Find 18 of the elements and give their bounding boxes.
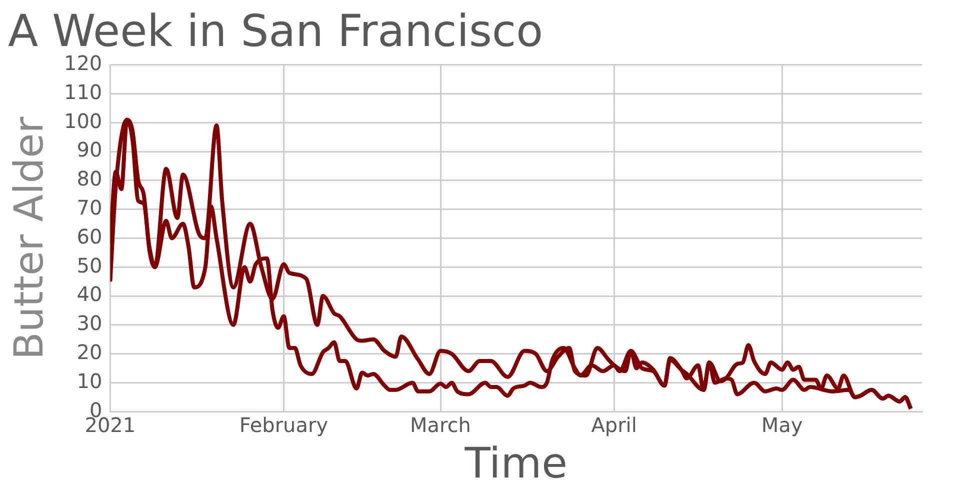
y-tick-label: 30: [76, 311, 102, 336]
y-axis-title: Butter Alder: [6, 116, 52, 360]
y-tick-label: 60: [76, 224, 102, 248]
x-tick-label: April: [591, 412, 637, 437]
y-tick-label: 100: [64, 108, 102, 133]
y-tick-label: 50: [76, 253, 102, 278]
y-tick-label: 70: [76, 196, 102, 220]
y-tick-label: 40: [76, 282, 102, 306]
x-tick-label: February: [239, 412, 328, 437]
y-tick-label: 20: [76, 340, 102, 364]
y-tick-label: 110: [64, 80, 102, 104]
x-axis-title: Time: [464, 438, 568, 488]
x-tick-label: March: [410, 412, 471, 437]
y-tick-label: 90: [76, 138, 102, 162]
y-tick-label: 120: [64, 51, 102, 76]
y-tick-label: 80: [76, 166, 102, 191]
x-tick-label: May: [761, 412, 803, 437]
y-tick-label: 10: [76, 368, 102, 393]
